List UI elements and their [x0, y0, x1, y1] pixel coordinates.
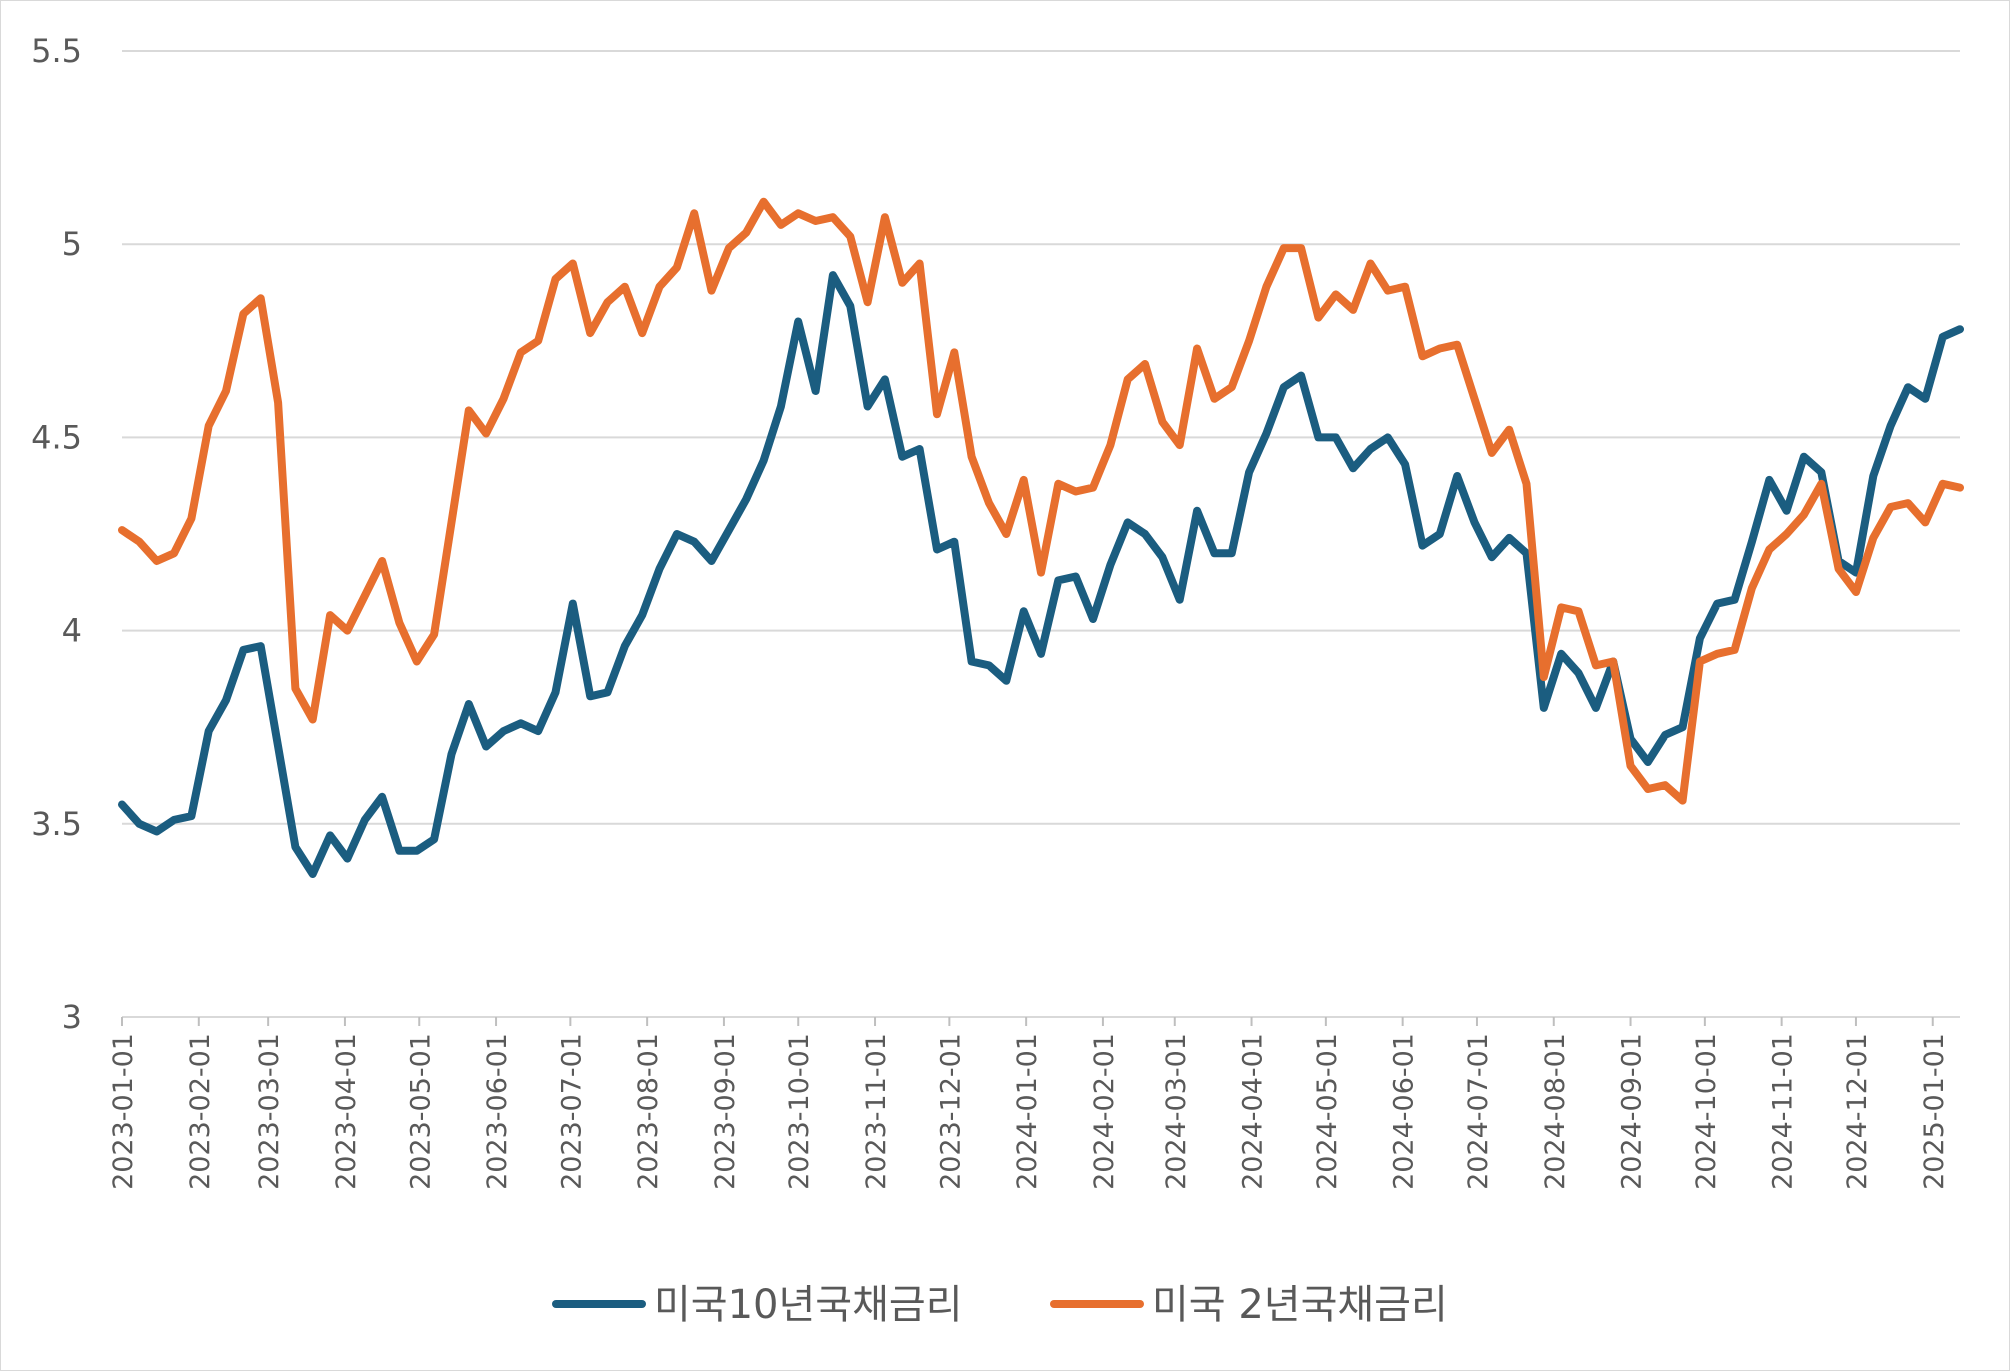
gridlines	[122, 50, 1960, 825]
x-tick-label: 2023-06-01	[482, 1033, 513, 1190]
x-tick-label: 2024-03-01	[1161, 1033, 1192, 1190]
y-tick-label: 4.5	[31, 418, 82, 456]
series-line-10y	[118, 271, 1964, 878]
x-tick-label: 2023-09-01	[710, 1033, 741, 1190]
legend: 미국10년국채금리 미국 2년국채금리	[552, 1282, 1448, 1328]
x-tick-label: 2023-07-01	[556, 1033, 587, 1190]
x-tick-label: 2023-03-01	[254, 1033, 285, 1190]
y-tick-label: 4	[62, 612, 82, 650]
y-tick-label: 5.5	[31, 32, 82, 70]
x-tick-label: 2024-08-01	[1540, 1033, 1571, 1190]
legend-label-2y: 미국 2년국채금리	[1152, 1282, 1448, 1328]
series-lines	[118, 197, 1964, 878]
x-tick-label: 2024-07-01	[1463, 1033, 1494, 1190]
x-tick-label: 2025-01-01	[1919, 1033, 1950, 1190]
x-tick-label: 2024-05-01	[1312, 1033, 1343, 1190]
x-tick-label: 2023-04-01	[331, 1033, 362, 1190]
x-tick-label: 2024-12-01	[1842, 1033, 1873, 1190]
series-line-2y	[118, 197, 1964, 805]
x-tick-label: 2023-12-01	[935, 1033, 966, 1190]
x-tick-label: 2023-11-01	[861, 1033, 892, 1190]
y-tick-label: 3	[62, 998, 82, 1036]
x-tick-label: 2023-10-01	[784, 1033, 815, 1190]
legend-label-10y: 미국10년국채금리	[654, 1282, 963, 1328]
y-axis-tick-labels: 3 3.5 4 4.5 5 5.5	[31, 32, 82, 1036]
x-tick-label: 2023-02-01	[185, 1033, 216, 1190]
x-tick-label: 2023-08-01	[633, 1033, 664, 1190]
x-tick-label: 2023-05-01	[405, 1033, 436, 1190]
x-axis-ticks: 2023-01-01 2023-02-01 2023-03-01 2023-04-01…	[108, 1017, 1950, 1190]
y-tick-label: 5	[62, 225, 82, 263]
x-tick-label: 2024-01-01	[1012, 1033, 1043, 1190]
x-tick-label: 2024-11-01	[1768, 1033, 1799, 1190]
x-tick-label: 2024-10-01	[1691, 1033, 1722, 1190]
x-tick-label: 2023-01-01	[108, 1033, 139, 1190]
x-tick-label: 2024-02-01	[1089, 1033, 1120, 1190]
x-tick-label: 2024-06-01	[1389, 1033, 1420, 1190]
y-tick-label: 3.5	[31, 805, 82, 843]
x-tick-label: 2024-09-01	[1617, 1033, 1648, 1190]
x-tick-label: 2024-04-01	[1238, 1033, 1269, 1190]
